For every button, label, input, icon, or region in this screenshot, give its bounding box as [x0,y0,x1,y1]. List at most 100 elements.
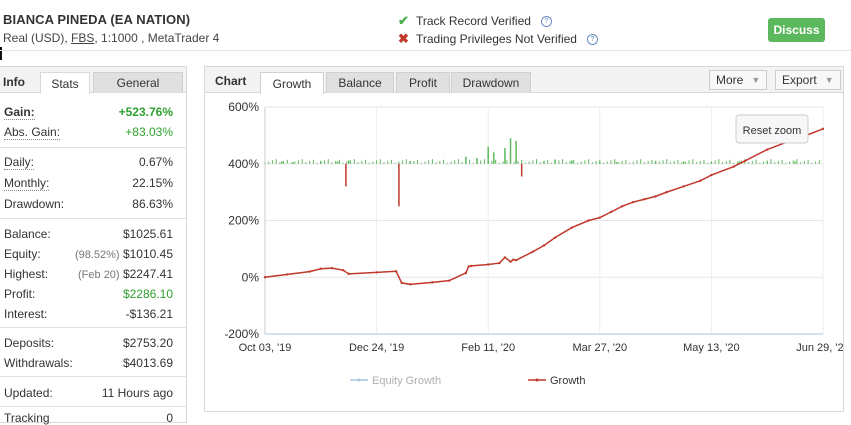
data-point [665,190,668,194]
tracking-label: Tracking [4,411,50,425]
equity-label: Equity: [4,247,41,261]
updated-label: Updated: [4,386,53,400]
account-name: BIANCA PINEDA (EA NATION) [3,12,191,27]
data-point [319,267,322,270]
divider [0,376,186,377]
highest-row: Highest: (Feb 20) $2247.41 [4,267,173,281]
deposits-value: $2753.20 [122,336,173,350]
abs-gain-label[interactable]: Abs. Gain: [4,125,61,140]
growth-lines [263,127,825,335]
drawdown-value: 86.63% [132,197,173,211]
stats-panel: Info Stats General Gain: +523.76% Abs. G… [0,66,187,425]
growth-chart[interactable]: 600% 400% 200% 0% -200% Oct 03, '19 Dec 24, '… [205,93,843,411]
data-point [609,210,613,214]
data-point [620,205,624,208]
data-point [487,263,490,266]
updated-row: Updated: 11 Hours ago [4,386,173,400]
data-point [512,258,515,261]
help-icon[interactable]: ? [540,15,552,27]
account-currency: Real (USD), [3,31,68,45]
withdrawals-value: $4013.69 [122,356,173,370]
deposits-label: Deposits: [4,336,55,350]
x-tick-label: May 13, '20 [683,342,740,354]
data-point [570,226,574,229]
profit-label: Profit: [4,287,36,301]
verification-status: ✔ Track Record Verified ? ✖ Trading Priv… [398,12,598,48]
data-point [498,261,501,265]
trading-privileges-row: ✖ Trading Privileges Not Verified ? [398,30,598,48]
data-point [732,165,735,168]
more-dropdown[interactable]: More ▼ [709,70,768,90]
data-point [553,236,557,239]
tab-info[interactable]: Info [3,75,25,89]
more-label: More [716,73,744,87]
tab-drawdown[interactable]: Drawdown [451,72,531,93]
data-point [531,250,535,253]
tab-balance[interactable]: Balance [326,72,394,93]
monthly-value: 22.15% [132,176,173,190]
chevron-down-icon: ▼ [751,75,761,85]
tab-growth[interactable]: Growth [260,72,324,94]
account-leverage-platform: , 1:1000 , MetaTrader 4 [94,31,220,45]
reset-zoom-button[interactable]: Reset zoom [735,114,809,144]
chart-panel: Chart Growth Balance Profit Drawdown Mor… [204,66,844,412]
data-point [447,279,451,282]
daily-label[interactable]: Daily: [4,155,35,170]
data-point [341,268,345,272]
legend-label: Equity Growth [372,375,441,387]
stats-tabs: Info Stats General [0,67,186,94]
series-line-growth [264,128,824,286]
data-point [514,259,518,262]
profit-row: Profit: $2286.10 [4,287,173,301]
x-tick-label: Oct 03, '19 [239,342,292,354]
y-tick-label: 400% [228,157,259,171]
legend-marker [535,378,539,382]
account-details: Real (USD), FBS, 1:1000 , MetaTrader 4 [3,31,219,45]
gain-row: Gain: +523.76% [4,105,173,120]
tab-stats[interactable]: Stats [40,72,90,94]
help-icon[interactable]: ? [586,33,598,45]
daily-row: Daily: 0.67% [4,155,173,170]
data-point [743,159,747,163]
tab-general[interactable]: General [93,72,183,93]
monthly-label[interactable]: Monthly: [4,176,50,191]
monthly-row: Monthly: 22.15% [4,176,173,191]
data-point [467,265,470,268]
interest-value: -$136.21 [125,307,173,321]
x-tick-label: Feb 11, '20 [461,342,515,354]
data-point [710,173,713,177]
cross-icon: ✖ [398,31,409,46]
abs-gain-value: +83.03% [125,125,173,139]
data-point [503,256,507,259]
data-point [654,195,657,198]
discuss-button[interactable]: Discuss [768,18,825,42]
data-point [408,283,412,286]
tab-profit[interactable]: Profit [396,72,450,93]
reset-zoom-label: Reset zoom [743,125,802,137]
drawdown-row: Drawdown: 86.63% [4,197,173,211]
x-tick-label: Jun 29, '20 [796,342,843,354]
x-tick-label: Dec 24, '19 [349,342,404,354]
interest-row: Interest: -$136.21 [4,307,173,321]
daily-bars [264,138,820,207]
chart-tabs: Chart Growth Balance Profit Drawdown Mor… [205,67,843,94]
data-point [308,270,311,273]
data-point [263,276,267,279]
data-point [400,281,403,285]
data-point [286,273,289,276]
export-dropdown[interactable]: Export ▼ [775,70,841,90]
data-point [699,179,702,182]
data-point [682,185,685,188]
broker-link[interactable]: FBS [71,31,95,45]
gain-label[interactable]: Gain: [4,105,35,120]
y-tick-label: -200% [224,327,259,341]
data-point [643,198,646,201]
data-point [470,264,473,268]
y-axis-labels: 600% 400% 200% 0% -200% [224,100,259,341]
withdrawals-label: Withdrawals: [4,356,73,370]
balance-label: Balance: [4,227,51,241]
data-point [766,148,769,151]
data-point [330,266,334,270]
balance-row: Balance: $1025.61 [4,227,173,241]
withdrawals-row: Withdrawals: $4013.69 [4,356,173,370]
